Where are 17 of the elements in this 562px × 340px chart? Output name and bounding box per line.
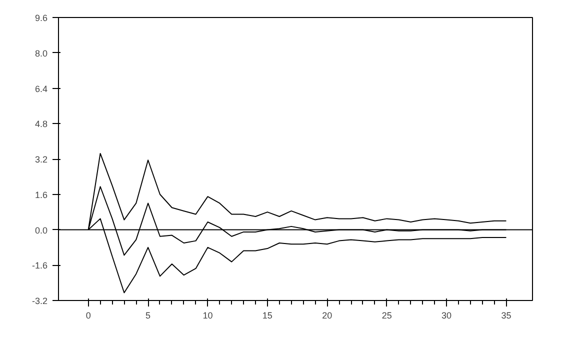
y-tick-label: 9.6 bbox=[34, 13, 48, 23]
y-tick-label: 8.0 bbox=[34, 48, 48, 58]
x-tick-label: 0 bbox=[86, 310, 91, 320]
x-tick-label: 10 bbox=[202, 310, 213, 320]
x-tick-label: 20 bbox=[322, 310, 332, 320]
x-tick-label: 35 bbox=[501, 310, 512, 320]
y-tick-label: 1.6 bbox=[34, 190, 48, 200]
y-tick-label: -3.2 bbox=[32, 296, 48, 306]
x-tick-label: 25 bbox=[382, 310, 392, 320]
x-tick-label: 30 bbox=[442, 310, 452, 320]
y-tick-label: 0.0 bbox=[34, 225, 48, 236]
x-tick-label: 15 bbox=[262, 310, 272, 320]
y-tick-label: 3.2 bbox=[34, 154, 48, 164]
y-tick-label: -1.6 bbox=[32, 260, 48, 271]
y-tick-label: 6.4 bbox=[34, 84, 48, 94]
y-tick-label: 4.8 bbox=[34, 119, 48, 130]
x-tick-label: 5 bbox=[146, 310, 151, 320]
